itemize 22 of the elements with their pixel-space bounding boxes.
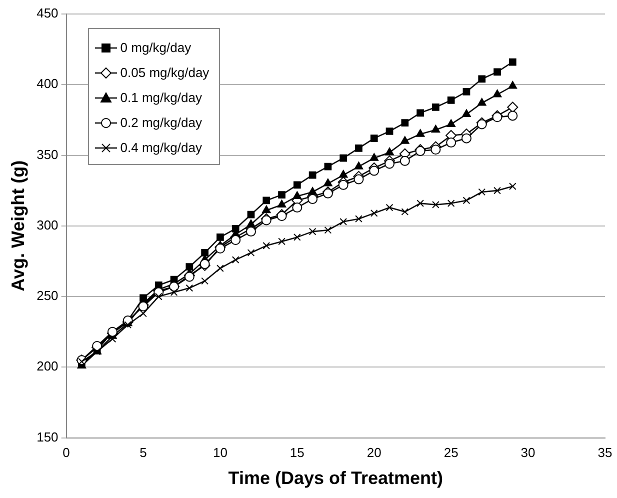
legend-label: 0.1 mg/kg/day	[120, 90, 202, 105]
x-tick-label: 15	[290, 445, 304, 460]
legend-label: 0 mg/kg/day	[120, 40, 192, 55]
y-tick-label: 400	[36, 76, 58, 92]
x-tick-label: 10	[212, 445, 228, 460]
legend-label: 0.05 mg/kg/day	[120, 65, 210, 80]
legend-label: 0.4 mg/kg/day	[120, 140, 202, 155]
x-tick-label: 20	[366, 445, 382, 460]
y-tick-label: 450	[36, 6, 58, 21]
y-tick-label: 250	[36, 288, 58, 304]
y-tick-label: 350	[36, 146, 58, 162]
y-tick-label: 200	[36, 358, 58, 374]
x-tick-label: 0	[62, 445, 70, 460]
y-tick-label: 150	[36, 429, 58, 444]
legend-label: 0.2 mg/kg/day	[120, 115, 202, 130]
x-tick-label: 5	[140, 445, 147, 460]
y-tick-label: 300	[36, 217, 58, 232]
x-tick-label: 35	[598, 445, 612, 460]
y-axis-title: Avg. Weight (g)	[8, 160, 28, 292]
x-tick-label: 30	[520, 445, 536, 460]
x-tick-label: 25	[444, 445, 458, 460]
x-axis-title: Time (Days of Treatment)	[228, 468, 444, 488]
